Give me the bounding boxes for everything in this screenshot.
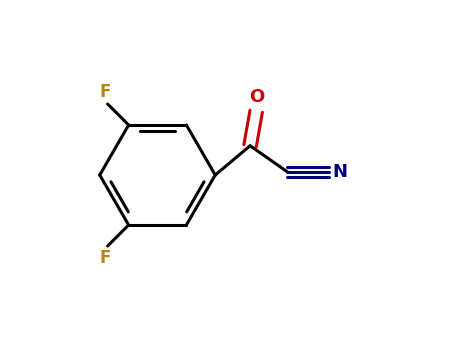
Text: F: F	[99, 83, 111, 101]
Text: N: N	[332, 163, 347, 181]
Text: O: O	[249, 88, 264, 106]
Text: F: F	[99, 249, 111, 267]
